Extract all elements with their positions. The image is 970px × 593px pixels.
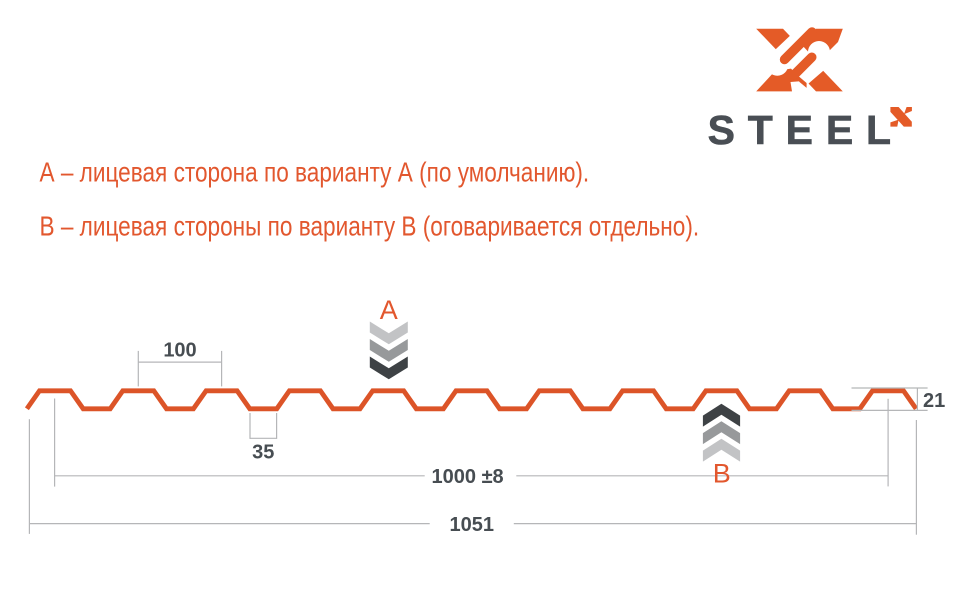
svg-text:1051: 1051 <box>450 514 495 536</box>
svg-text:А – лицевая сторона по вариант: А – лицевая сторона по варианту А (по ум… <box>40 157 590 188</box>
svg-text:35: 35 <box>252 442 274 464</box>
svg-text:21: 21 <box>923 390 945 412</box>
svg-text:В – лицевая стороны по вариант: В – лицевая стороны по варианту В (огова… <box>40 211 700 242</box>
svg-text:100: 100 <box>163 339 196 361</box>
svg-text:1000 ±8: 1000 ±8 <box>432 466 504 488</box>
svg-text:А: А <box>380 295 398 325</box>
svg-text:В: В <box>713 458 731 488</box>
